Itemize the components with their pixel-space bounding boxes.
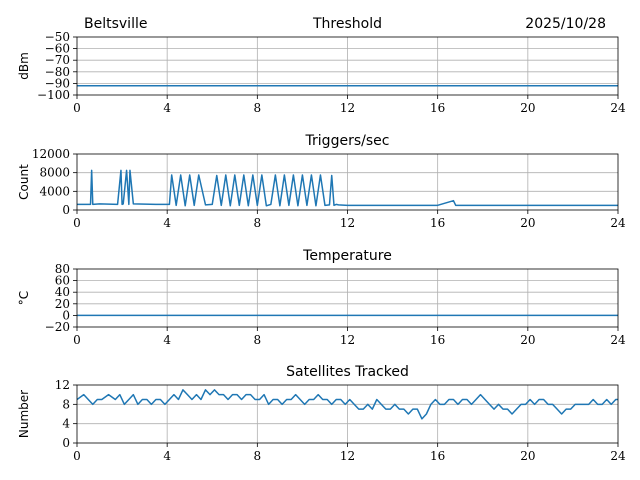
x-tick-label: 0 <box>73 101 81 115</box>
x-tick-label: 0 <box>73 449 81 463</box>
y-axis-label: Number <box>17 390 31 438</box>
y-tick-label: 0 <box>62 203 70 217</box>
y-tick-label: 4000 <box>39 184 70 198</box>
chart-threshold: 0 4 8 12 16 20 24 −50−60−70−80−90−100 Threshold d… <box>17 16 626 115</box>
y-tick-label: 8 <box>62 397 70 411</box>
chart-title: Threshold <box>312 16 382 32</box>
x-tick-label: 20 <box>520 333 535 347</box>
x-tick-label: 20 <box>520 449 535 463</box>
x-tick-label: 4 <box>163 449 171 463</box>
y-tick-label: −20 <box>45 320 70 334</box>
x-tick-label: 8 <box>254 101 262 115</box>
x-tick-label: 16 <box>430 333 445 347</box>
x-tick-label: 12 <box>340 216 355 230</box>
y-tick-label: 80 <box>55 262 70 276</box>
date-label: 2025/10/28 <box>525 16 606 32</box>
x-tick-label: 16 <box>430 101 445 115</box>
x-tick-label: 4 <box>163 333 171 347</box>
y-tick-label: 8000 <box>39 166 70 180</box>
x-tick-label: 12 <box>340 333 355 347</box>
x-tick-label: 24 <box>610 101 626 115</box>
series-line-satellites <box>77 389 618 420</box>
x-tick-label: 16 <box>430 216 445 230</box>
y-tick-label: 12 <box>55 378 70 392</box>
y-tick-label: −90 <box>45 76 70 90</box>
chart-title: Satellites Tracked <box>286 364 409 380</box>
series-line-triggers <box>77 169 618 207</box>
x-tick-label: 8 <box>254 216 262 230</box>
x-tick-label: 24 <box>610 216 626 230</box>
y-tick-label: −100 <box>37 88 70 102</box>
x-tick-label: 0 <box>73 216 81 230</box>
location-label: Beltsville <box>84 16 147 32</box>
y-tick-label: 0 <box>62 436 70 450</box>
y-tick-label: 4 <box>62 417 70 431</box>
x-tick-label: 12 <box>340 449 355 463</box>
x-tick-label: 24 <box>610 449 626 463</box>
x-tick-label: 4 <box>163 101 171 115</box>
chart-panels: 0 4 8 12 16 20 24 −50−60−70−80−90−100 Threshold d… <box>17 16 626 463</box>
x-tick-label: 16 <box>430 449 445 463</box>
x-tick-label: 20 <box>520 101 535 115</box>
chart-title: Temperature <box>302 248 392 264</box>
y-axis-label: dBm <box>17 52 31 80</box>
y-tick-label: −50 <box>45 30 70 44</box>
y-tick-label: −70 <box>45 53 70 67</box>
x-tick-label: 0 <box>73 333 81 347</box>
x-tick-label: 24 <box>610 333 626 347</box>
y-tick-label: −60 <box>45 42 70 56</box>
y-tick-label: 12000 <box>32 147 70 161</box>
chart-title: Triggers/sec <box>305 133 390 149</box>
chart-triggers: 0 4 8 12 16 20 24 0 4000 8000 12000 Triggers/sec Cou… <box>17 133 626 230</box>
x-tick-label: 12 <box>340 101 355 115</box>
y-tick-label: 60 <box>55 274 70 288</box>
y-tick-label: −80 <box>45 65 70 79</box>
y-tick-label: 40 <box>55 285 70 299</box>
x-tick-label: 20 <box>520 216 535 230</box>
chart-satellites: 0 4 8 12 16 20 24 0 4 8 12 Satellites Tracked Number <box>17 364 626 463</box>
y-tick-label: 20 <box>55 297 70 311</box>
x-tick-label: 4 <box>163 216 171 230</box>
y-axis-label: Count <box>17 164 31 200</box>
x-tick-label: 8 <box>254 333 262 347</box>
x-tick-label: 8 <box>254 449 262 463</box>
y-axis-label: °C <box>17 291 31 305</box>
y-tick-label: 0 <box>62 308 70 322</box>
